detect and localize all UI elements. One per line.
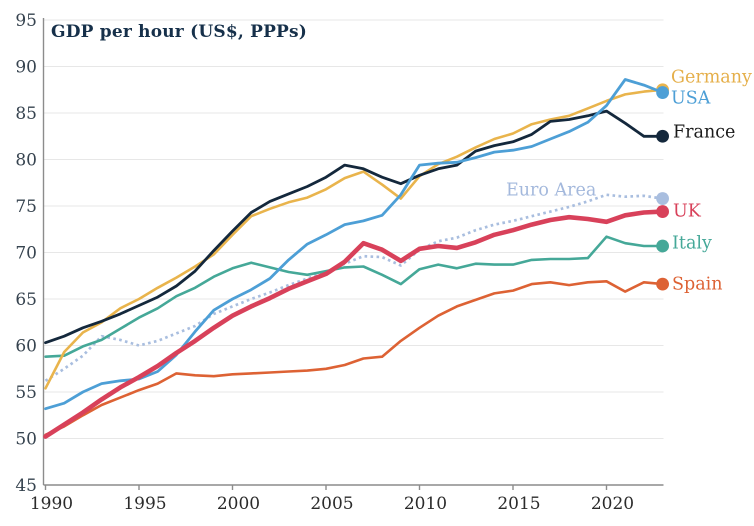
y-tick-label-60: 60: [15, 337, 37, 357]
end-dot-uk: [656, 205, 669, 218]
series-line-germany: [44, 88, 664, 390]
x-tick-label-1990: 1990: [30, 494, 73, 514]
y-tick-label-80: 80: [15, 151, 37, 171]
series-label-italy: Italy: [672, 233, 712, 254]
series-line-spain: [44, 279, 664, 437]
series-label-usa: USA: [671, 88, 711, 109]
end-dot-france: [656, 129, 669, 143]
end-dot-spain: [656, 277, 669, 291]
y-tick-label-45: 45: [15, 476, 37, 496]
series-line-italy: [44, 235, 664, 359]
end-dot-euro-area: [656, 192, 669, 205]
series-label-germany: Germany: [671, 67, 752, 88]
series-label-spain: Spain: [672, 274, 723, 295]
series-line-euro-area: [44, 193, 663, 382]
chart-title: GDP per hour (US$, PPPs): [51, 22, 308, 42]
y-tick-label-75: 75: [15, 197, 37, 217]
series-label-euro-area: Euro Area: [506, 180, 597, 201]
x-tick-label-2015: 2015: [497, 494, 540, 514]
y-tick-label-70: 70: [15, 244, 37, 264]
x-tick-label-2020: 2020: [591, 494, 634, 514]
y-tick-label-55: 55: [15, 383, 37, 403]
x-tick-label-2000: 2000: [217, 494, 260, 514]
series-label-uk: UK: [673, 201, 701, 222]
y-tick-label-90: 90: [15, 58, 37, 78]
series-line-usa: [44, 78, 664, 411]
y-tick-label-50: 50: [15, 430, 37, 450]
x-tick-label-1995: 1995: [123, 494, 166, 514]
x-tick-label-2010: 2010: [404, 494, 447, 514]
series-line-uk: [43, 209, 665, 439]
x-tick-label-2005: 2005: [310, 494, 353, 514]
y-tick-label-85: 85: [15, 104, 37, 124]
series-line-france: [44, 109, 664, 345]
end-dot-italy: [656, 239, 669, 253]
end-dot-usa: [656, 86, 669, 99]
y-tick-label-95: 95: [15, 11, 37, 31]
y-tick-label-65: 65: [15, 290, 37, 310]
series-label-france: France: [673, 122, 736, 143]
